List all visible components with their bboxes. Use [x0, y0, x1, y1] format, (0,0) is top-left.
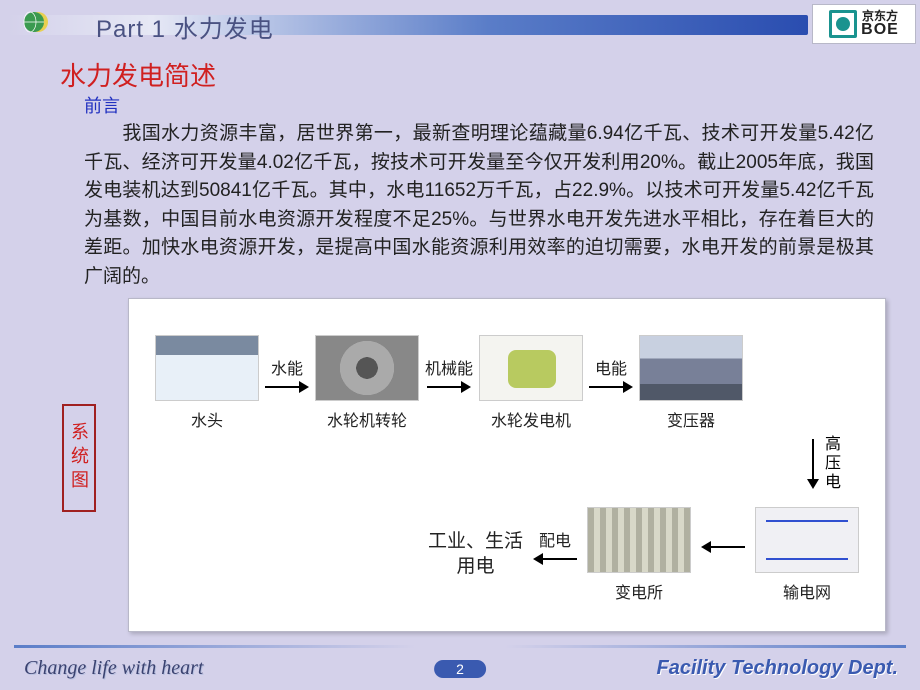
- header-gradient: Part 1 水力发电: [8, 15, 808, 35]
- flow-caption: 输电网: [783, 579, 831, 603]
- boe-logo-mark: [829, 10, 857, 38]
- arrow-down-icon: [807, 439, 819, 489]
- flow-img-transformer: [639, 335, 743, 401]
- footer-divider: [14, 645, 906, 648]
- system-label-text: 系统图: [66, 422, 92, 494]
- arrow-electric-energy: 电能: [589, 355, 633, 393]
- arrow-mechanical-energy: 机械能: [425, 355, 473, 393]
- arrow-down-label: 高压电: [825, 435, 841, 493]
- arrow-right-icon: [589, 381, 633, 393]
- body-paragraph: 我国水力资源丰富，居世界第一，最新查明理论蕴藏量6.94亿千瓦、技术可开发量5.…: [84, 120, 874, 291]
- arrow-right-icon: [427, 381, 471, 393]
- footer-page-number: 2: [434, 660, 486, 678]
- flow-caption: 水轮发电机: [491, 407, 571, 431]
- flow-endpoint: 工业、生活用电: [428, 530, 523, 579]
- flow-img-grid: [755, 507, 859, 573]
- diagram-bottom-row: 工业、生活用电 配电 变电所 输电网: [307, 507, 859, 603]
- system-label-box: 系统图: [62, 404, 96, 512]
- globe-icon: [22, 10, 50, 34]
- arrow-distribution: 配电: [533, 527, 577, 565]
- flow-node-generator: 水轮发电机: [479, 335, 583, 431]
- header-bar: Part 1 水力发电: [8, 8, 808, 42]
- flow-node-grid: 输电网: [755, 507, 859, 603]
- arrow-grid: [701, 539, 745, 553]
- flow-img-dam: [155, 335, 259, 401]
- header-title: Part 1 水力发电: [96, 9, 274, 44]
- arrow-left-icon: [701, 541, 745, 553]
- flow-img-turbine: [315, 335, 419, 401]
- arrow-right-icon: [265, 381, 309, 393]
- arrow-left-icon: [533, 553, 577, 565]
- subsection-title: 前言: [84, 92, 120, 118]
- flow-node-dam: 水头: [155, 335, 259, 431]
- flow-caption: 水头: [191, 407, 223, 431]
- flow-img-generator: [479, 335, 583, 401]
- system-diagram: 水头 水能 水轮机转轮 机械能 水轮发电机 电能: [128, 298, 886, 632]
- body-text: 我国水力资源丰富，居世界第一，最新查明理论蕴藏量6.94亿千瓦、技术可开发量5.…: [84, 123, 874, 287]
- section-title: 水力发电简述: [60, 56, 216, 93]
- footer-department: Facility Technology Dept.: [656, 657, 898, 680]
- flow-node-transformer: 变压器: [639, 335, 743, 431]
- flow-caption: 变压器: [667, 407, 715, 431]
- footer-slogan: Change life with heart: [24, 657, 203, 680]
- boe-logo: 京东方 BOE: [812, 4, 916, 44]
- flow-caption: 变电所: [615, 579, 663, 603]
- flow-img-substation: [587, 507, 691, 573]
- flow-node-turbine: 水轮机转轮: [315, 335, 419, 431]
- flow-node-substation: 变电所: [587, 507, 691, 603]
- arrow-high-voltage: 高压电: [807, 435, 841, 493]
- flow-caption: 水轮机转轮: [327, 407, 407, 431]
- boe-logo-en: BOE: [861, 22, 899, 38]
- diagram-top-row: 水头 水能 水轮机转轮 机械能 水轮发电机 电能: [155, 335, 859, 431]
- arrow-water-energy: 水能: [265, 355, 309, 393]
